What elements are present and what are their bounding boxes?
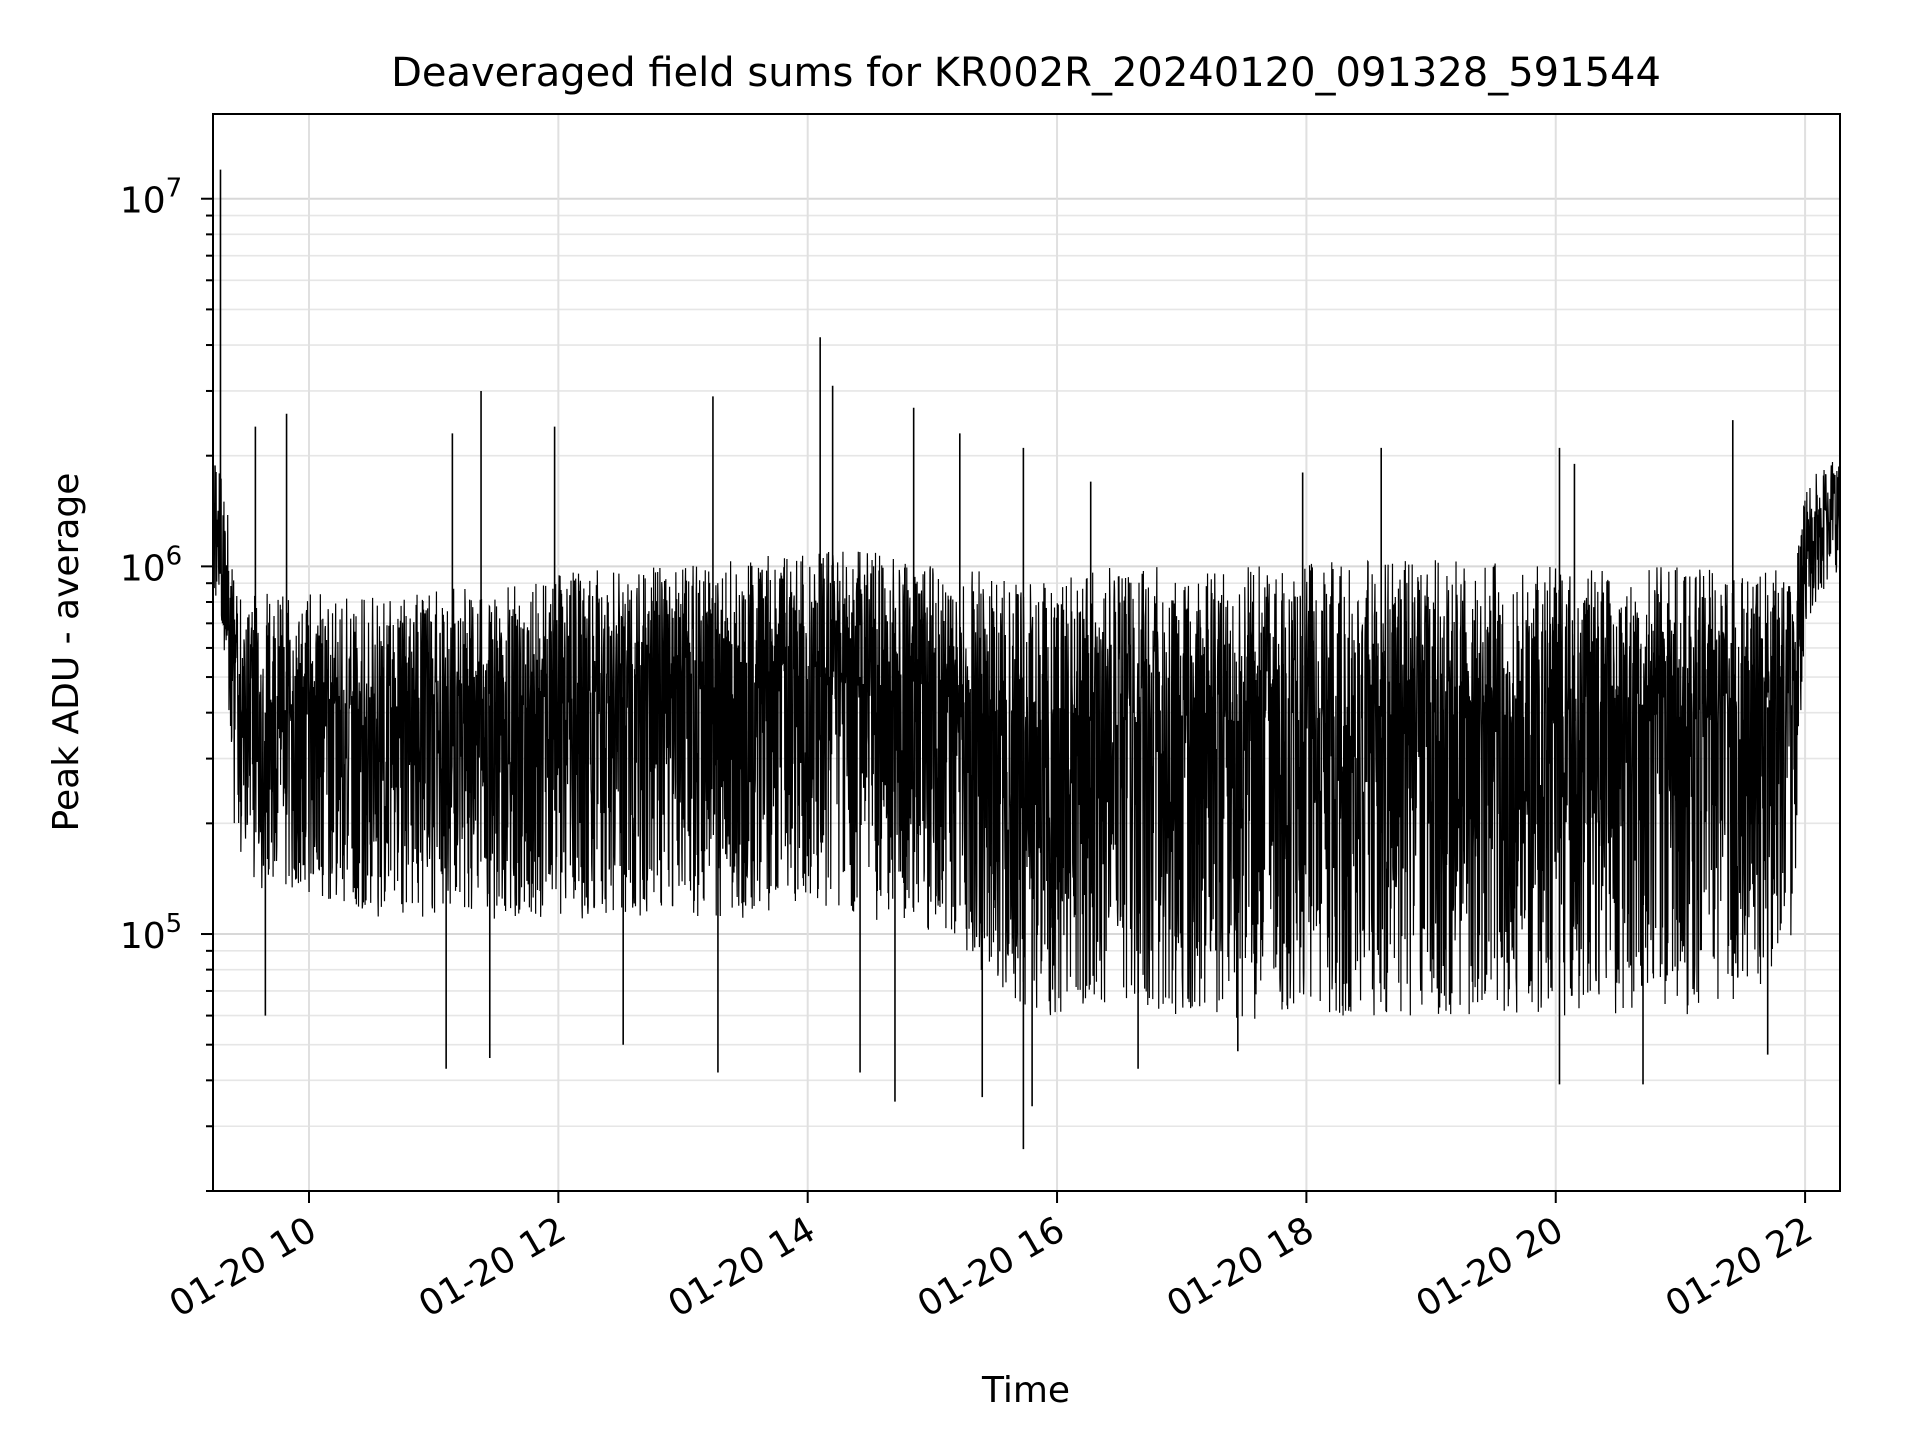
axes-frame <box>212 113 1841 1192</box>
plot-area <box>212 169 1841 1150</box>
x-axis-label: Time <box>981 1370 1070 1411</box>
series-line <box>212 461 1841 1019</box>
y-axis-label: Peak ADU - average <box>46 473 87 832</box>
chart-title: Deaveraged field sums for KR002R_2024012… <box>391 50 1661 96</box>
y-tick-label-base: 10 <box>120 916 166 957</box>
y-tick-label-base: 10 <box>120 548 166 589</box>
y-tick-label-exponent: 7 <box>166 174 183 204</box>
y-tick-label-exponent: 5 <box>166 909 183 939</box>
y-tick-label: 105 <box>120 909 182 957</box>
y-tick-label-exponent: 6 <box>166 541 183 571</box>
y-tick-label-base: 10 <box>120 181 166 222</box>
y-tick-label: 106 <box>120 541 182 589</box>
y-tick-label: 107 <box>120 174 182 222</box>
